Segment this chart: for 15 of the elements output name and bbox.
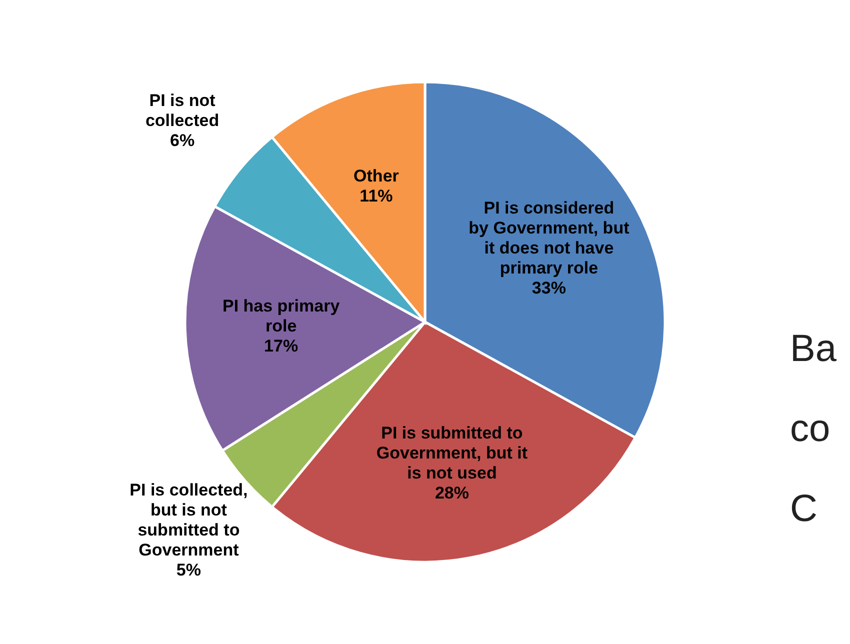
data-label: 28% [434, 483, 469, 502]
data-label: 6% [170, 131, 195, 150]
slice-label: PI has primary role [222, 296, 340, 336]
text: co [790, 408, 830, 450]
data-label: 17% [264, 336, 298, 356]
text: C [790, 488, 818, 530]
data-label: 5% [176, 560, 202, 580]
text: Ba [790, 328, 838, 370]
slice-label: PI is not collected [145, 91, 220, 130]
data-label: 33% [532, 278, 566, 298]
slice-label: PI is submitted to Government, but it is not used [376, 423, 528, 482]
data-label: 11% [360, 186, 393, 206]
slice-label: PI is considered by Government, but it does not have primary role [468, 198, 630, 278]
slice-label: Other [354, 166, 400, 186]
slice-label: PI is collected, but is not submitted to Government [130, 480, 248, 560]
